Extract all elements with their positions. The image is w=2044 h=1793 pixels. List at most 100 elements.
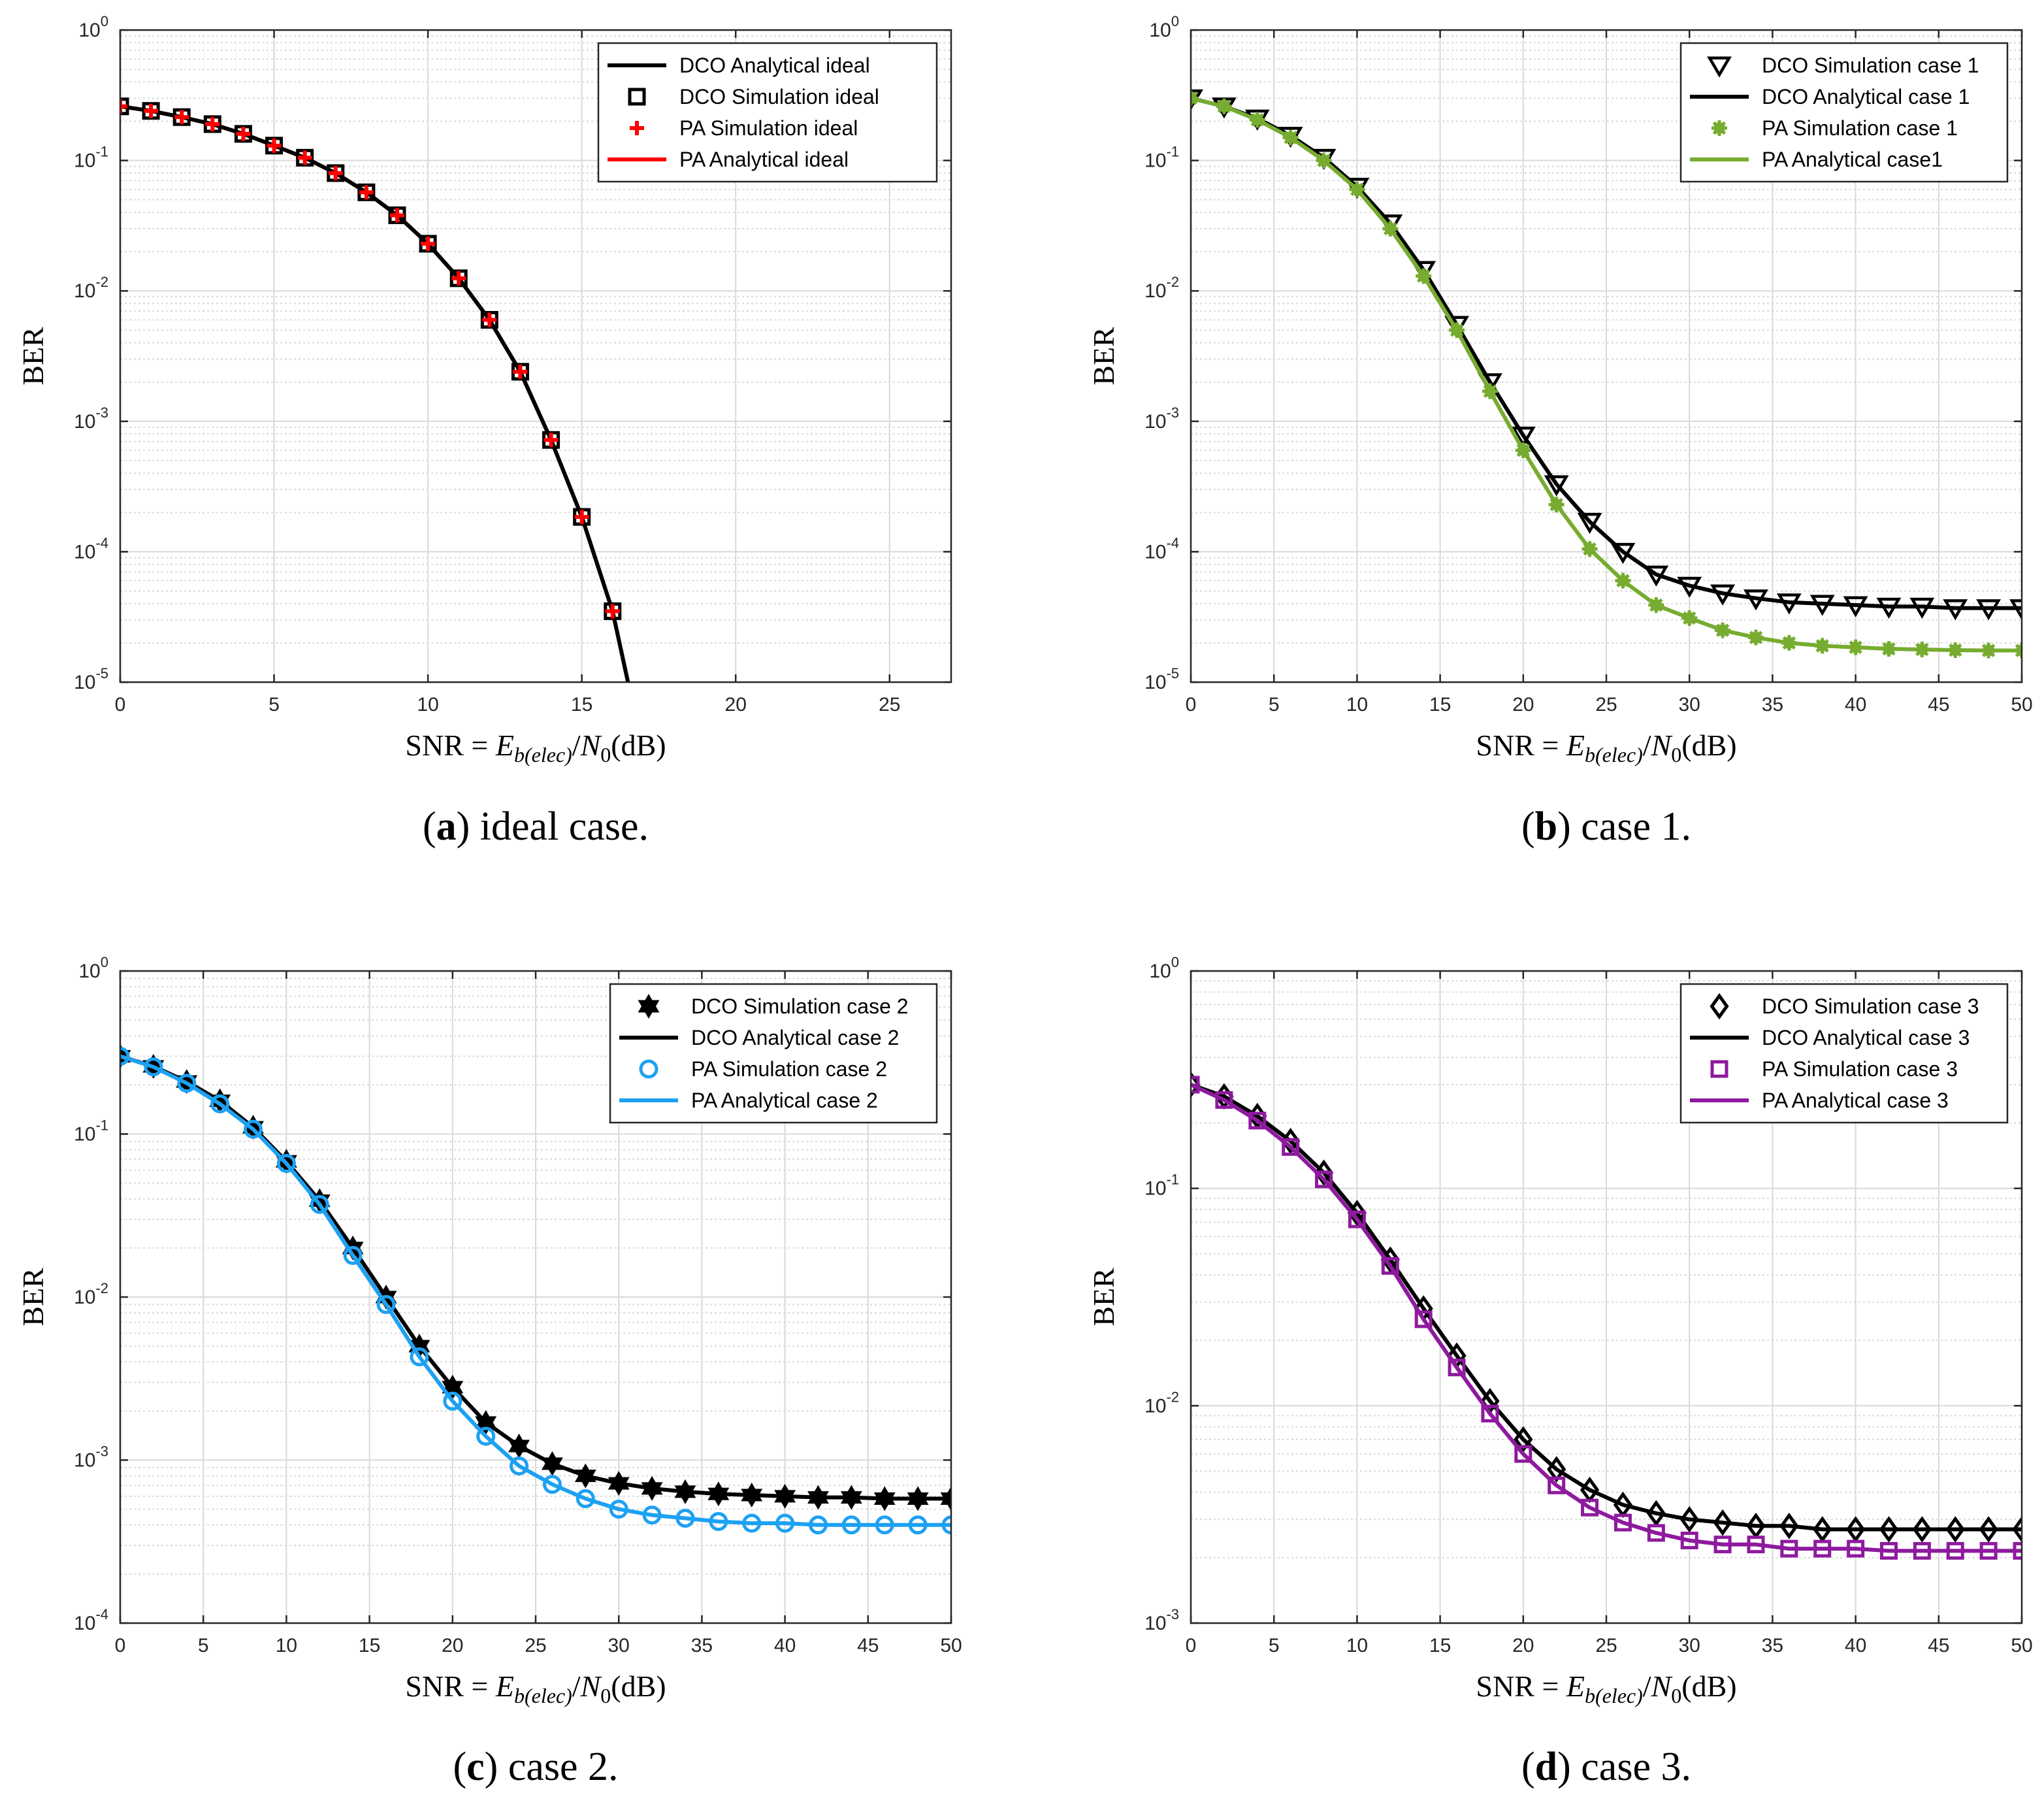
data-point: [174, 110, 189, 125]
data-point: [1414, 1310, 1433, 1328]
data-point: [1879, 1516, 1899, 1543]
data-point-rays: [1349, 181, 1365, 197]
x-tick-label: 10: [1346, 1635, 1368, 1656]
data-point: [1314, 1159, 1334, 1187]
data-point: [1514, 1445, 1533, 1463]
data-point: [2012, 1516, 2022, 1543]
legend-entry: DCO Analytical ideal: [608, 54, 870, 77]
legend: DCO Simulation case 1 DCO Analytical case…: [1679, 42, 2009, 183]
legend-marker: [1707, 56, 1732, 78]
data-point: [1813, 1516, 1832, 1543]
data-point: [1744, 589, 1768, 611]
x-tick-label: 10: [1346, 694, 1368, 716]
y-tick-label: 10-1: [1144, 1172, 1179, 1200]
data-point: [574, 510, 589, 525]
data-point-b: [907, 1492, 929, 1511]
data-point: [1281, 1128, 1301, 1155]
x-tick-label: 20: [442, 1635, 463, 1656]
legend: DCO Simulation case 2 DCO Analytical case…: [609, 983, 938, 1124]
data-point: [1248, 1111, 1267, 1130]
x-tick-label: 35: [1762, 694, 1783, 716]
data-point: [343, 1245, 363, 1265]
x-tick-label: 5: [1269, 694, 1280, 716]
chart-panel-c: 0 5 10 15 20 25 30 35 40 45 50 10-4 10-3 10-2 10-1 100 B…: [16, 954, 962, 1789]
data-point: [1215, 1091, 1233, 1109]
y-axis-label: BER: [1087, 327, 1120, 386]
y-tick-label: 10-4: [74, 535, 108, 563]
legend-entry: PA Analytical ideal: [608, 148, 849, 171]
x-tick-label: 25: [1595, 694, 1617, 716]
series-2: [1191, 1076, 2022, 1560]
data-point: [1577, 512, 1602, 535]
data-point: [609, 1500, 628, 1519]
x-tick-label: 5: [1269, 1635, 1280, 1656]
legend-entry: PA Simulation case 2: [639, 1057, 887, 1081]
data-point: [1713, 1509, 1732, 1536]
legend-marker-b: [638, 1000, 660, 1019]
data-point: [1845, 1516, 1866, 1543]
series-2: [120, 99, 620, 619]
data-point: [675, 1508, 695, 1528]
legend: DCO Simulation case 3 DCO Analytical case…: [1679, 983, 2009, 1124]
data-point: [642, 1505, 662, 1525]
legend-label: DCO Simulation ideal: [679, 85, 879, 108]
data-point-rays: [1249, 112, 1265, 128]
data-point: [875, 1515, 894, 1535]
data-point: [1544, 475, 1569, 497]
data-point: [120, 99, 127, 114]
y-tick-label: 10-2: [1144, 274, 1179, 302]
data-point-rays: [1449, 322, 1465, 338]
series-layer: [120, 97, 630, 682]
y-tick-label: 100: [1149, 954, 1179, 982]
data-point: [443, 1391, 462, 1411]
y-tick-label: 10-4: [1144, 535, 1179, 563]
data-point-rays: [1981, 642, 1997, 659]
data-point: [1644, 565, 1669, 587]
data-point: [513, 364, 528, 379]
data-point: [1946, 1541, 1964, 1560]
x-tick-label: 45: [857, 1635, 879, 1656]
x-tick-label: 35: [691, 1635, 713, 1656]
x-axis-label: SNR = Eb(elec)/N0(dB): [1476, 1670, 1736, 1707]
data-point: [210, 1094, 230, 1113]
data-point: [941, 1515, 951, 1535]
data-point: [1979, 1541, 1998, 1560]
data-point-b: [840, 1491, 862, 1510]
chart-panel-b: 0 5 10 15 20 25 30 35 40 45 50 10-5 10-4 10-3 10-2 10-1…: [1087, 13, 2033, 849]
data-point: [421, 236, 436, 251]
data-point: [310, 1194, 329, 1214]
data-point: [297, 150, 312, 165]
data-point: [359, 185, 374, 200]
y-axis-label: BER: [16, 327, 50, 386]
legend-entry: PA Simulation ideal: [630, 116, 858, 140]
legend-marker: [1710, 1060, 1728, 1078]
x-tick-label: 25: [1595, 1635, 1617, 1656]
data-point-rays: [1747, 629, 1764, 646]
data-point-rays: [1781, 634, 1797, 651]
data-point: [2013, 1541, 2022, 1560]
panel-caption: (b) case 1.: [1521, 804, 1691, 849]
data-point: [1780, 1539, 1798, 1558]
series-layer: [1191, 1071, 2022, 1560]
data-point: [177, 1074, 197, 1093]
y-tick-label: 10-2: [74, 274, 108, 302]
y-tick-label: 10-1: [74, 144, 108, 172]
x-tick-label: 15: [1429, 1635, 1451, 1656]
x-tick-label: 20: [725, 694, 747, 716]
data-point: [1747, 1536, 1765, 1554]
legend-marker: [639, 1059, 658, 1079]
data-point: [244, 1119, 263, 1139]
x-tick-label: 35: [1762, 1635, 1783, 1656]
x-axis-label: SNR = Eb(elec)/N0(dB): [405, 729, 666, 766]
data-point: [576, 1489, 595, 1509]
data-point: [236, 126, 251, 141]
y-tick-label: 100: [78, 13, 108, 41]
y-axis-label: BER: [16, 1268, 50, 1326]
y-tick-label: 10-2: [74, 1280, 108, 1308]
data-point: [1945, 1516, 1965, 1543]
y-tick-label: 10-5: [1144, 665, 1179, 693]
data-point: [808, 1515, 828, 1535]
x-tick-label: 40: [1845, 1635, 1866, 1656]
data-point: [1347, 1200, 1367, 1226]
